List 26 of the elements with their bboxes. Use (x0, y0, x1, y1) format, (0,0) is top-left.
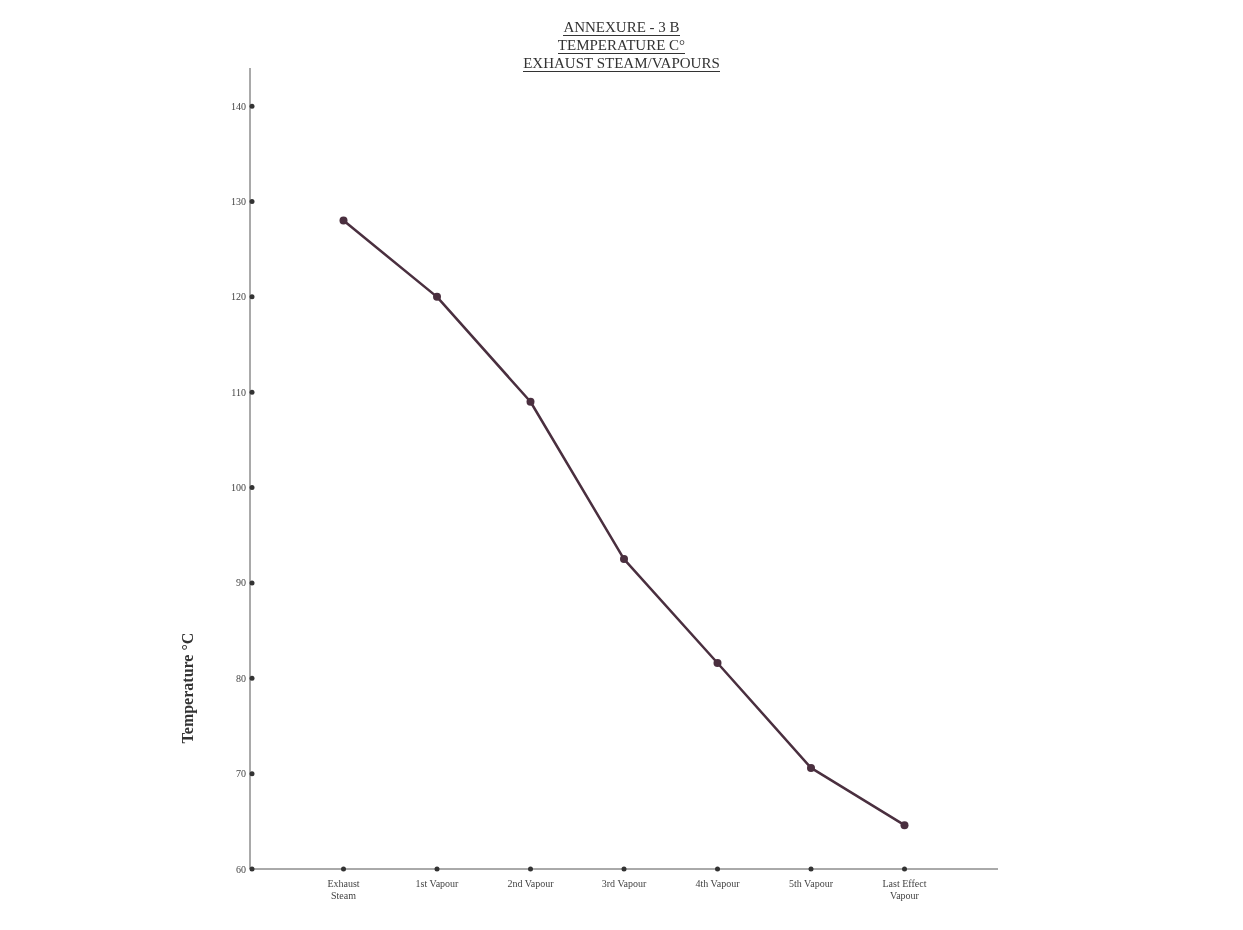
x-tick-label: 5th Vapour (789, 878, 834, 889)
x-tick-label: Exhaust Steam (327, 878, 360, 901)
y-tick-label: 120 (231, 291, 246, 303)
point (807, 763, 815, 772)
x-tick-label: 3rd Vapour (601, 878, 647, 889)
y-tick-label: 60 (236, 863, 246, 875)
x-tick-label: 4th Vapour (695, 878, 741, 889)
y-tick-label: 110 (231, 386, 246, 398)
point (526, 397, 535, 406)
chart-subtitle: TEMPERATURE C° EXHAUST STEAM/VAPOURS (523, 37, 720, 72)
y-tick-label: 100 (231, 482, 246, 494)
y-tick-label: 130 (231, 196, 246, 207)
point (433, 292, 441, 301)
point (713, 659, 722, 668)
y-tick-label: 140 (231, 100, 246, 112)
y-tick-label: 70 (236, 768, 246, 780)
chart-title: ANNEXURE - 3 B (563, 19, 680, 36)
point (339, 216, 348, 225)
y-tick-label: 80 (236, 672, 246, 684)
point (620, 555, 628, 564)
point (900, 821, 909, 830)
x-tick-label: 1st Vapour (415, 878, 460, 889)
x-tick-label: 2nd Vapour (507, 878, 555, 889)
y-axis-title: Temperature °C (179, 632, 197, 744)
y-tick-label: 90 (236, 577, 246, 589)
x-tick-label: Last Effect Vapour (882, 878, 927, 901)
